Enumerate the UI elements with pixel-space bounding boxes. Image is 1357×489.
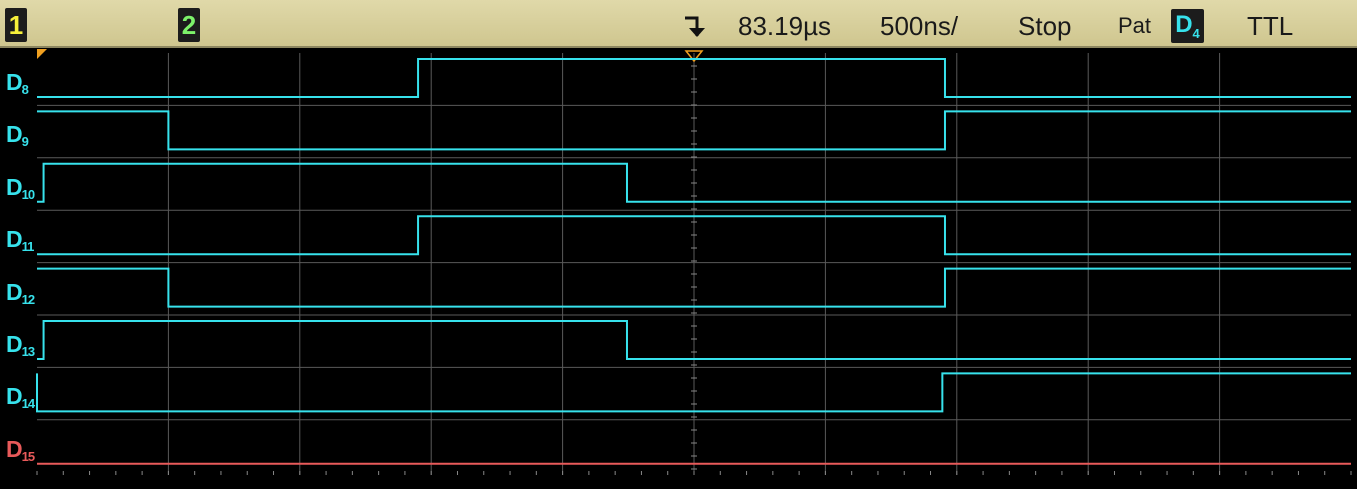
- trace-d8: [37, 58, 1351, 98]
- channel-index: 12: [21, 291, 36, 307]
- channel-letter: D: [6, 331, 23, 357]
- channel-1-button[interactable]: 1: [5, 8, 27, 42]
- trace-d12: [37, 267, 1351, 308]
- trigger-level-label[interactable]: TTL: [1247, 11, 1294, 41]
- channel-index: 9: [21, 134, 29, 150]
- channel-label-d9[interactable]: D9: [6, 121, 29, 154]
- channel-letter: D: [6, 435, 23, 462]
- channel-letter: D: [6, 278, 23, 305]
- channel-index: 8: [21, 82, 29, 97]
- time-base-readout[interactable]: 500ns/: [880, 11, 959, 41]
- channel-index: 10: [21, 186, 36, 202]
- channel-label-d13[interactable]: D13: [6, 331, 36, 364]
- time-offset-readout[interactable]: 83.19µs: [738, 11, 832, 41]
- channel-letter: D: [6, 226, 23, 253]
- channel-label-d10[interactable]: D10: [6, 173, 36, 207]
- trigger-position-marker: [684, 50, 704, 63]
- channel-label-d8[interactable]: D8: [6, 69, 29, 102]
- trace-d10: [37, 162, 1351, 203]
- trigger-source-index: 4: [1192, 25, 1200, 41]
- channel-index: 13: [21, 344, 36, 359]
- channel-letter: D: [6, 69, 23, 95]
- trigger-source-badge[interactable]: D4: [1171, 9, 1204, 43]
- channel-index: 14: [21, 396, 36, 412]
- trace-d9: [37, 110, 1351, 151]
- channel-label-d12[interactable]: D12: [6, 278, 36, 312]
- trace-d11: [37, 215, 1351, 256]
- channel-index: 11: [21, 239, 35, 255]
- run-state-indicator[interactable]: Stop: [1018, 11, 1072, 41]
- trigger-edge-icon: [685, 16, 705, 37]
- channel-label-d14[interactable]: D14: [6, 383, 36, 416]
- waveform-plot: [36, 49, 1352, 475]
- channel-letter: D: [6, 173, 23, 200]
- channel-label-d11[interactable]: D11: [6, 226, 35, 259]
- channel-label-d15[interactable]: D15: [6, 435, 36, 469]
- channel-2-button[interactable]: 2: [178, 8, 200, 42]
- trigger-source-letter: D: [1175, 11, 1193, 38]
- channel-index: 15: [21, 448, 36, 464]
- status-bar: 1 2 83.19µs 500ns/ Stop Pat D4 TTL: [0, 0, 1357, 48]
- trace-d13: [37, 320, 1351, 360]
- channel-letter: D: [6, 383, 23, 410]
- channel-letter: D: [6, 121, 23, 148]
- waveform-display[interactable]: D8 D9 D10 D11 D12 D13 D14 D15: [0, 48, 1357, 484]
- trace-d14: [36, 372, 1351, 413]
- time-reference-marker: [37, 49, 47, 59]
- trigger-mode-label[interactable]: Pat: [1118, 13, 1152, 38]
